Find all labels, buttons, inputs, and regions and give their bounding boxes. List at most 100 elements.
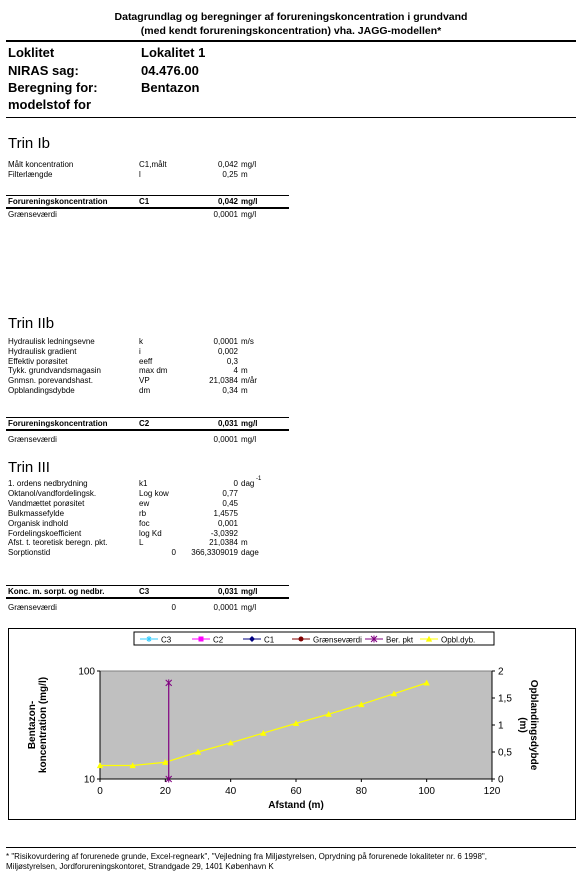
param-label: Gnmsn. porevandshast. (8, 376, 93, 386)
param-unit: dag (241, 479, 255, 488)
legend-item: Ber. pkt (365, 635, 414, 645)
param-label: Oktanol/vandfordelingsk. (8, 488, 97, 498)
param-value: 0,77 (222, 488, 238, 498)
result-label: Forureningskoncentration (8, 197, 108, 206)
legend-item: Opbl.dyb. (420, 636, 475, 645)
param-unit-superscript: -1 (256, 476, 262, 482)
footer-reference-line2: Miljøstyrelsen, Jordforureningskontoret,… (6, 862, 274, 871)
limit-unit: mg/l (241, 435, 257, 444)
chart-legend: C3 C2 C1 Grænseværdi Ber. pkt Opbl.dyb. (133, 631, 495, 646)
param-symbol: rb (139, 508, 147, 518)
data-point (165, 679, 173, 687)
param-value: 0,001 (217, 518, 238, 528)
param-symbol: log Kd (139, 528, 162, 538)
x-axis-label: Afstand (m) (268, 800, 324, 811)
param-value: 0 (233, 479, 238, 488)
param-unit: dage (241, 548, 259, 558)
param-value: 4 (233, 366, 238, 376)
limit-unit: mg/l (241, 603, 257, 612)
legend-marker (146, 636, 152, 642)
param-label: 1. ordens nedbrydning (8, 479, 88, 488)
footer-reference-line1: * "Risikovurdering af forurenede grunde,… (6, 852, 487, 861)
header-label-lokalitet: Loklitet (8, 45, 55, 60)
param-label: Vandmættet porøsitet (8, 498, 85, 508)
param-symbol: VP (139, 376, 150, 386)
param-symbol: eeff (139, 356, 153, 366)
param-unit: m (241, 538, 248, 548)
legend-marker (425, 635, 433, 642)
param-unit: m (241, 170, 248, 179)
param-value: 0,25 (222, 170, 238, 179)
param-label: Hydraulisk ledningsevne (8, 337, 95, 346)
legend-label: C1 (264, 636, 275, 645)
param-value: 0,002 (217, 346, 238, 356)
param-prefix-value: 0 (171, 548, 176, 558)
chart: C3 C2 C1 Grænseværdi Ber. pkt Opbl.dyb.0 20 40 6… (27, 631, 539, 811)
param-label: Hydraulisk gradient (8, 346, 77, 356)
y2-axis-label-line: Opblandingsdybde (528, 680, 539, 771)
x-tick-label: 100 (418, 786, 435, 797)
result-label: Forureningskoncentration (8, 419, 108, 428)
legend-label: Grænseværdi (313, 636, 362, 645)
param-unit: m (241, 366, 248, 376)
param-symbol: L (139, 538, 144, 548)
param-value: 1,4575 (213, 508, 238, 518)
result-rule-bottom (6, 429, 289, 431)
param-unit: m/år (241, 376, 257, 386)
section-title-trin-ib: Trin Ib (8, 135, 50, 152)
document-title-line2: (med kendt forureningskoncentration) vha… (140, 25, 442, 37)
param-value: -3,0392 (210, 528, 238, 538)
x-tick-label: 0 (97, 786, 103, 797)
data-point (358, 701, 365, 708)
param-label: Afst. t. teoretisk beregn. pkt. (8, 538, 108, 548)
param-value: 366,3309019 (191, 548, 238, 558)
result-label: Konc. m. sorpt. og nedbr. (8, 587, 105, 596)
param-symbol: Log kow (139, 488, 169, 498)
header-label-beregning: Beregning for: (8, 80, 98, 95)
limit-label: Grænseværdi (8, 210, 57, 219)
result-unit: mg/l (241, 587, 258, 596)
param-label: Organisk indhold (8, 518, 69, 528)
result-value: 0,042 (217, 197, 238, 206)
legend-marker (198, 636, 204, 642)
param-symbol: k1 (139, 479, 148, 488)
data-point (227, 739, 234, 746)
param-label: Tykk. grundvandsmagasin (8, 366, 101, 376)
limit-unit: mg/l (241, 210, 257, 219)
data-point (96, 762, 104, 769)
param-label: Sorptionstid (8, 548, 51, 558)
param-label: Filterlængde (8, 170, 53, 179)
param-value: 0,34 (222, 386, 238, 395)
param-unit: m (241, 386, 248, 395)
limit-prefix-value: 0 (171, 603, 176, 612)
limit-value: 0,0001 (213, 435, 238, 444)
param-value: 0,0001 (213, 337, 238, 346)
y2-tick-label: 0,5 (498, 748, 512, 759)
header-label-sag: NIRAS sag: (8, 63, 79, 78)
param-unit: m/s (241, 337, 254, 346)
x-tick-label: 60 (290, 786, 302, 797)
result-symbol: C2 (139, 419, 150, 428)
param-symbol: i (139, 346, 141, 356)
legend-label: C3 (161, 636, 172, 645)
header-value-beregning: Bentazon (141, 80, 200, 95)
series-ber-pkt (165, 679, 173, 783)
data-point (129, 762, 136, 769)
result-unit: mg/l (241, 197, 258, 206)
y-axis-label: Bentazon-koncentration (mg/l) (27, 677, 49, 773)
data-point (325, 711, 332, 717)
param-symbol: foc (139, 518, 150, 528)
title-rule (6, 40, 576, 42)
y2-axis-label: Opblandingsdybde(m) (517, 680, 539, 771)
param-symbol: k (139, 337, 143, 346)
result-rule-top (6, 585, 289, 586)
result-rule-top (6, 195, 289, 196)
result-rule-top (6, 417, 289, 418)
legend-marker (249, 636, 255, 642)
legend-label: C2 (213, 636, 224, 645)
data-point (423, 679, 430, 686)
data-point (165, 775, 173, 783)
legend-box (133, 631, 495, 646)
y-tick-label: 100 (78, 667, 95, 678)
legend-label: Ber. pkt (386, 636, 414, 645)
